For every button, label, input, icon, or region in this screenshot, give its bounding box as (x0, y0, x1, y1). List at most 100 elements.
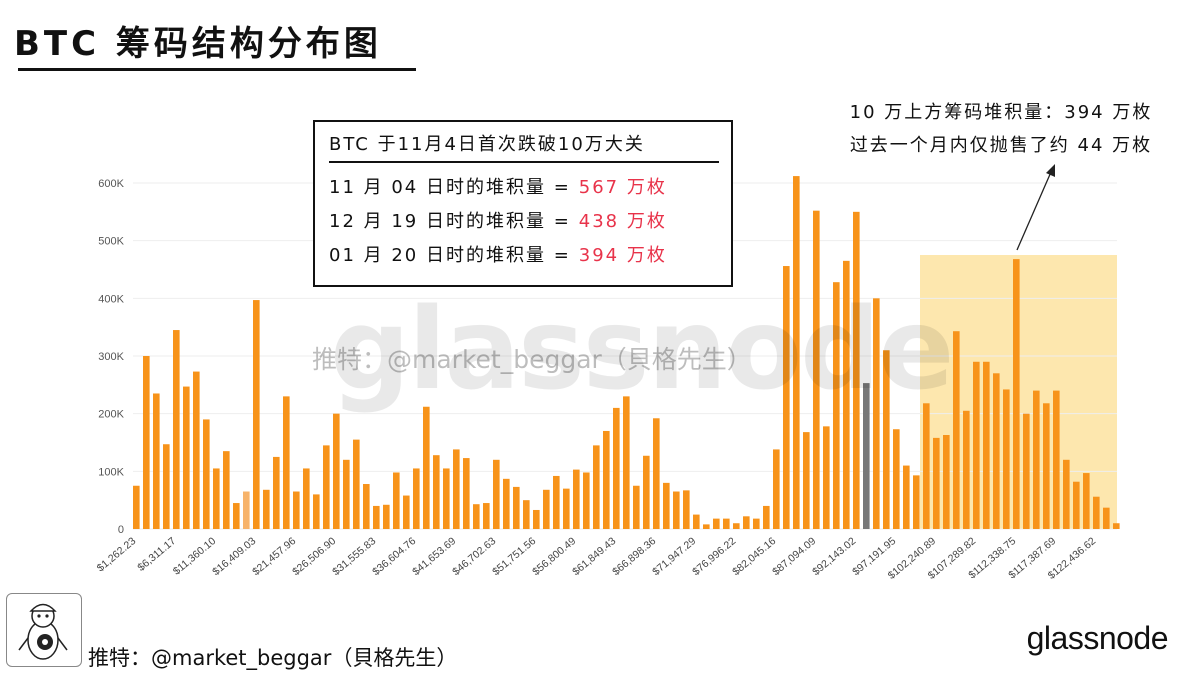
info-row: 11 月 04 日时的堆积量 = 567 万枚 (329, 171, 719, 205)
chart-bar (283, 396, 290, 529)
chart-bar (343, 459, 350, 529)
chart-bar (463, 458, 470, 529)
x-tick-label: $31,555.83 (330, 535, 378, 578)
x-axis-ticks: $1,262.23$6,311.17$11,360.10$16,409.03$2… (95, 535, 1099, 582)
chart-bar (923, 403, 930, 529)
chart-bar (473, 504, 480, 529)
chart-bar (1023, 413, 1030, 529)
chart-bar (313, 494, 320, 529)
chart-bar (833, 282, 840, 529)
author-handle: 推特：@market_beggar（貝格先生） (88, 646, 458, 670)
info-box: BTC 于11月4日首次跌破10万大关 11 月 04 日时的堆积量 = 567 … (313, 120, 733, 287)
x-tick-label: $61,849.43 (570, 535, 618, 578)
chart-bar (683, 490, 690, 529)
x-tick-label: $46,702.63 (450, 535, 498, 578)
chart-bar (973, 361, 980, 529)
chart-bar (893, 429, 900, 529)
chart-bar (933, 437, 940, 529)
chart-bar (423, 406, 430, 529)
chart-bar (623, 396, 630, 529)
chart-bar (1083, 473, 1090, 529)
y-tick-label: 500K (98, 236, 124, 248)
chart-bar (183, 386, 190, 529)
chart-bar (793, 176, 800, 529)
chart-bar (743, 516, 750, 529)
annotation-arrowhead (1046, 164, 1055, 177)
annotation-line-2: 过去一个月内仅抛售了约 44 万枚 (849, 135, 1153, 156)
chart-bar (373, 505, 380, 529)
chart-bar (213, 468, 220, 529)
chart-bar (513, 486, 520, 529)
chart-bar (563, 488, 570, 529)
chart-bar (953, 331, 960, 529)
chart-bar (533, 509, 540, 529)
y-tick-label: 200K (98, 409, 124, 421)
chart-bar (1073, 481, 1080, 529)
chart-bar (703, 524, 710, 529)
chart-bar (443, 468, 450, 529)
glassnode-logo: glassnode (1026, 620, 1169, 656)
chart-bars (133, 176, 1120, 530)
chart-bar (603, 430, 610, 529)
chart-bar (913, 475, 920, 529)
info-box-heading: BTC 于11月4日首次跌破10万大关 (329, 130, 719, 163)
annotation-arrow (1016, 171, 1052, 251)
chart-bar (273, 456, 280, 529)
x-tick-label: $16,409.03 (210, 535, 258, 578)
x-tick-label: $82,045.16 (730, 535, 778, 578)
chart-bar (593, 445, 600, 529)
chart-bar (553, 475, 560, 529)
chart-bar (163, 444, 170, 529)
x-tick-label: $36,604.76 (370, 535, 418, 578)
chart-bar (643, 455, 650, 529)
chart-bar (583, 472, 590, 529)
chart-bar (733, 523, 740, 529)
chart-bar (413, 468, 420, 529)
y-tick-label: 0 (118, 524, 124, 536)
chart-bar (993, 373, 1000, 529)
chart-bar (393, 472, 400, 529)
x-tick-label: $51,751.56 (490, 535, 538, 578)
y-tick-label: 400K (98, 293, 124, 305)
chart-bar (1013, 259, 1020, 529)
chart-bar (653, 418, 660, 529)
x-tick-label: $26,506.90 (290, 535, 338, 578)
chart-bar (1103, 507, 1110, 529)
chart-bar (453, 449, 460, 529)
x-tick-label: $1,262.23 (95, 535, 139, 574)
y-tick-label: 100K (98, 466, 124, 478)
chart-bar (193, 371, 200, 529)
chart-bar (133, 485, 140, 529)
chart-bar (763, 505, 770, 529)
info-row-label: 01 月 20 日时的堆积量 = (329, 245, 571, 266)
annotation-line-1: 10 万上方筹码堆积量：394 万枚 (849, 102, 1153, 123)
title-underline (18, 68, 416, 71)
chart-bar (1093, 496, 1100, 529)
chart-bar (203, 419, 210, 529)
chart-bar (873, 298, 880, 529)
chart-bar (713, 518, 720, 529)
chart-bar (363, 484, 370, 529)
chart-bar (843, 260, 850, 529)
chart-bar (263, 489, 270, 529)
x-tick-label: $71,947.29 (650, 535, 698, 578)
chart-bar (1063, 459, 1070, 529)
chart-bar (903, 465, 910, 529)
x-tick-label: $76,996.22 (690, 535, 738, 578)
info-row: 12 月 19 日时的堆积量 = 438 万枚 (329, 205, 719, 239)
chart-bar (433, 455, 440, 529)
chart-bar (253, 300, 260, 529)
chart-bar (753, 518, 760, 529)
info-row-label: 12 月 19 日时的堆积量 = (329, 211, 571, 232)
mascot-icon (18, 603, 68, 660)
chart-bar (673, 491, 680, 529)
x-tick-label: $92,143.02 (810, 535, 858, 578)
info-row: 01 月 20 日时的堆积量 = 394 万枚 (329, 239, 719, 273)
info-row-value: 438 万枚 (578, 211, 667, 232)
top-annotation: 10 万上方筹码堆积量：394 万枚 过去一个月内仅抛售了约 44 万枚 (816, 96, 1186, 162)
chart-bar (303, 468, 310, 529)
chart-bar (403, 495, 410, 529)
chart-bar (223, 451, 230, 529)
chart-bar (233, 503, 240, 529)
